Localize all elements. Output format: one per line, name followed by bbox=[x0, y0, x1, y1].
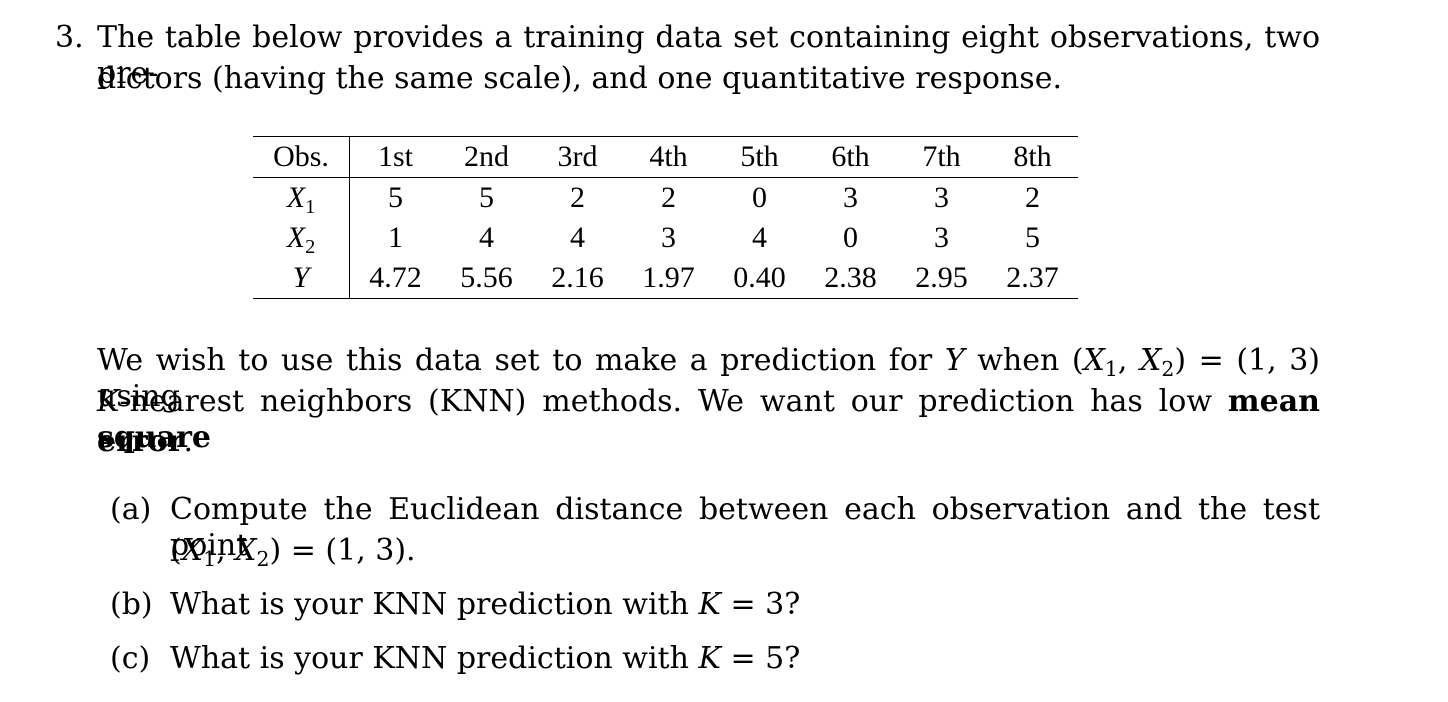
column-header: 1st bbox=[349, 136, 441, 178]
row-label-x2: X2 bbox=[253, 218, 350, 258]
table-cell: 2 bbox=[570, 181, 585, 214]
row-label-x1: X1 bbox=[253, 177, 350, 218]
question-b-text: What is your KNN prediction with K = 3? bbox=[170, 587, 801, 622]
table-cell: 2.37 bbox=[987, 258, 1078, 299]
question-a-line-2: (X1, X2) = (1, 3). bbox=[170, 533, 416, 572]
question-a-label: (a) bbox=[110, 492, 152, 527]
question-c-label: (c) bbox=[110, 641, 151, 676]
column-header: 5th bbox=[714, 136, 805, 178]
table-cell: 2.95 bbox=[896, 258, 987, 299]
paragraph-line-3: error. bbox=[97, 424, 194, 459]
table-cell: 5 bbox=[1025, 221, 1040, 254]
table-cell: 5.56 bbox=[441, 258, 532, 299]
header-label: Obs. bbox=[253, 136, 350, 178]
table-cell: 5 bbox=[388, 181, 403, 214]
table-cell: 3 bbox=[934, 221, 949, 254]
table-cell: 4 bbox=[570, 221, 585, 254]
table-row-x1: X1 5 5 2 2 0 3 3 2 bbox=[253, 177, 1078, 218]
table-cell: 2.16 bbox=[532, 258, 623, 299]
table-cell: 0 bbox=[752, 181, 767, 214]
training-data-table: Obs. 1st 2nd 3rd 4th 5th 6th 7th 8th X1 … bbox=[253, 136, 1078, 299]
intro-line-2: dictors (having the same scale), and one… bbox=[97, 61, 1062, 96]
column-header: 6th bbox=[805, 136, 896, 178]
column-header: 8th bbox=[987, 136, 1078, 178]
column-header: 7th bbox=[896, 136, 987, 178]
table-cell: 2.38 bbox=[805, 258, 896, 299]
table-cell: 3 bbox=[843, 181, 858, 214]
table-cell: 1.97 bbox=[623, 258, 714, 299]
question-a-line-1: Compute the Euclidean distance between e… bbox=[170, 492, 1320, 563]
problem-number: 3. bbox=[55, 20, 84, 55]
table-cell: 1 bbox=[388, 221, 403, 254]
table-cell: 4 bbox=[752, 221, 767, 254]
paragraph-line-2: K-nearest neighbors (KNN) methods. We wa… bbox=[97, 384, 1320, 455]
column-header: 2nd bbox=[441, 136, 532, 178]
intro-line-1: The table below provides a training data… bbox=[97, 20, 1320, 91]
table-cell: 0.40 bbox=[714, 258, 805, 299]
table-row-y: Y 4.72 5.56 2.16 1.97 0.40 2.38 2.95 2.3… bbox=[253, 258, 1078, 299]
question-b-label: (b) bbox=[110, 587, 153, 622]
question-c-text: What is your KNN prediction with K = 5? bbox=[170, 641, 801, 676]
table-cell: 3 bbox=[934, 181, 949, 214]
table-cell: 4.72 bbox=[349, 258, 441, 299]
table-cell: 0 bbox=[843, 221, 858, 254]
table-cell: 4 bbox=[479, 221, 494, 254]
table-header-row: Obs. 1st 2nd 3rd 4th 5th 6th 7th 8th bbox=[253, 136, 1078, 178]
column-header: 4th bbox=[623, 136, 714, 178]
table-row-x2: X2 1 4 4 3 4 0 3 5 bbox=[253, 218, 1078, 258]
table-cell: 2 bbox=[661, 181, 676, 214]
row-label-y: Y bbox=[253, 258, 350, 299]
table-cell: 3 bbox=[661, 221, 676, 254]
column-header: 3rd bbox=[532, 136, 623, 178]
table-cell: 5 bbox=[479, 181, 494, 214]
table-cell: 2 bbox=[1025, 181, 1040, 214]
paragraph-line-1: We wish to use this data set to make a p… bbox=[97, 343, 1320, 414]
